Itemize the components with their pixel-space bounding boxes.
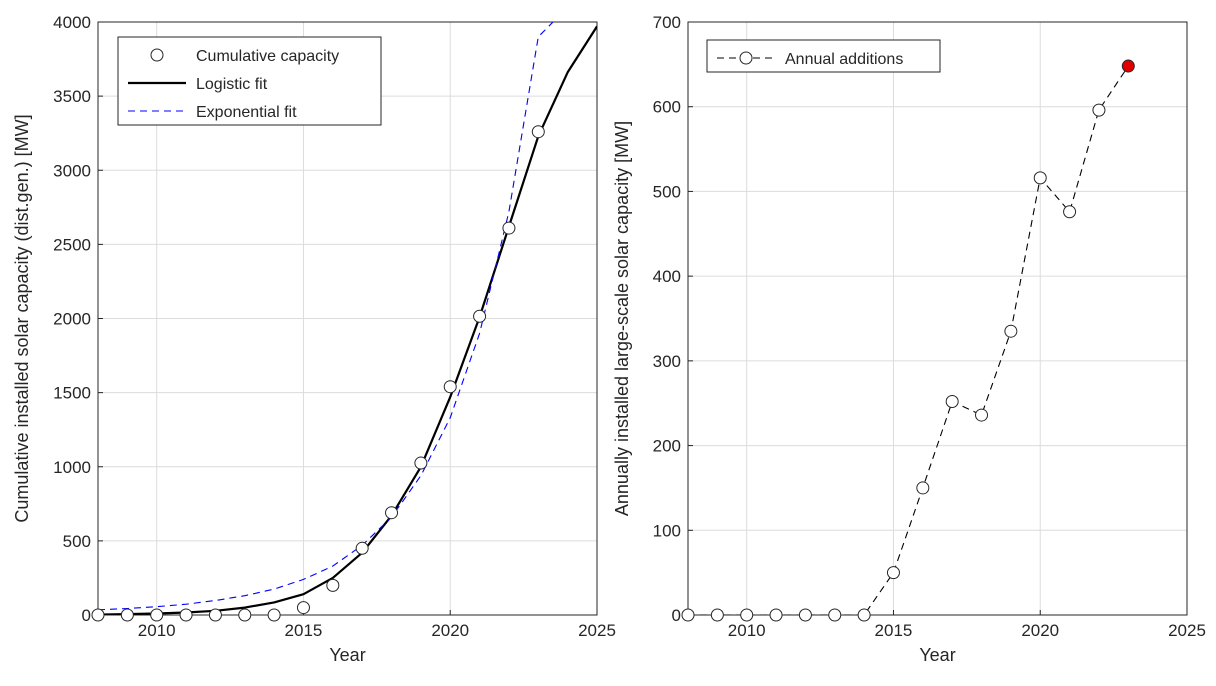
data-point [916, 481, 930, 495]
chart-cumulative-capacity: 2010 2015 2020 2025 0 500 1000 1500 2000 2500 3000… [12, 13, 616, 665]
x-tick-label: 2020 [1021, 621, 1059, 640]
legend-entry-label: Exponential fit [196, 104, 297, 121]
y-tick-label: 1000 [53, 458, 91, 477]
data-point [531, 125, 545, 139]
series-line-exponential-fit [98, 22, 554, 611]
legend-marker [739, 51, 753, 65]
x-tick-label: 2025 [578, 621, 616, 640]
chart-annual-additions: 2010 2015 2020 2025 0 100 200 300 400 500 600 700 Ye… [612, 13, 1206, 665]
data-point [355, 541, 369, 555]
legend-entry-label: Logistic fit [196, 76, 268, 93]
data-point [945, 395, 959, 409]
data-point [208, 608, 222, 622]
data-point [473, 309, 487, 323]
data-point [857, 608, 871, 622]
data-point [238, 608, 252, 622]
x-tick-label: 2015 [285, 621, 323, 640]
legend-entry-label: Annual additions [785, 51, 903, 68]
y-tick-label: 0 [82, 606, 91, 625]
x-axis-label: Year [329, 645, 365, 665]
data-point [681, 608, 695, 622]
data-point [443, 380, 457, 394]
data-point [326, 578, 340, 592]
data-point [975, 408, 989, 422]
legend: Cumulative capacity Logistic fit Exponenti… [117, 36, 382, 126]
y-tick-label: 700 [653, 13, 681, 32]
data-point [710, 608, 724, 622]
y-tick-label: 1500 [53, 384, 91, 403]
x-axis-label: Year [919, 645, 955, 665]
data-point [296, 601, 310, 615]
x-tick-label: 2010 [138, 621, 176, 640]
data-point [120, 608, 134, 622]
data-point [91, 608, 105, 622]
plot-area [688, 22, 1187, 615]
y-tick-label: 600 [653, 98, 681, 117]
data-point [828, 608, 842, 622]
data-point [502, 221, 516, 235]
data-point [414, 456, 428, 470]
series-line-annual-additions [688, 65, 1129, 615]
data-point [1004, 324, 1018, 338]
y-tick-label: 2000 [53, 310, 91, 329]
data-point [150, 608, 164, 622]
legend-marker [150, 48, 164, 62]
x-tick-label: 2020 [431, 621, 469, 640]
y-tick-label: 100 [653, 521, 681, 540]
y-tick-label: 500 [653, 182, 681, 201]
y-tick-label: 300 [653, 352, 681, 371]
y-tick-label: 500 [63, 532, 91, 551]
plot-series [688, 65, 1129, 615]
y-axis-label: Annually installed large-scale solar cap… [612, 121, 632, 516]
data-point [740, 608, 754, 622]
x-tick-label: 2010 [728, 621, 766, 640]
legend-entry-label: Cumulative capacity [196, 48, 339, 65]
data-point [385, 506, 399, 520]
x-tick-label: 2015 [875, 621, 913, 640]
y-axis-label: Cumulative installed solar capacity (dis… [12, 114, 32, 522]
y-tick-label: 0 [672, 606, 681, 625]
data-point [886, 566, 900, 580]
data-point [1063, 205, 1077, 219]
y-tick-label: 3500 [53, 87, 91, 106]
y-tick-label: 3000 [53, 161, 91, 180]
data-point [179, 608, 193, 622]
data-point [1092, 103, 1106, 117]
y-tick-label: 400 [653, 267, 681, 286]
y-tick-label: 2500 [53, 235, 91, 254]
x-tick-label: 2025 [1168, 621, 1206, 640]
legend: Annual additions [706, 39, 941, 73]
y-tick-label: 4000 [53, 13, 91, 32]
axes-box [687, 21, 1188, 616]
data-point [267, 608, 281, 622]
y-tick-label: 200 [653, 437, 681, 456]
data-point [769, 608, 783, 622]
data-point [1033, 171, 1047, 185]
data-point [798, 608, 812, 622]
highlighted-data-point [1121, 59, 1135, 73]
